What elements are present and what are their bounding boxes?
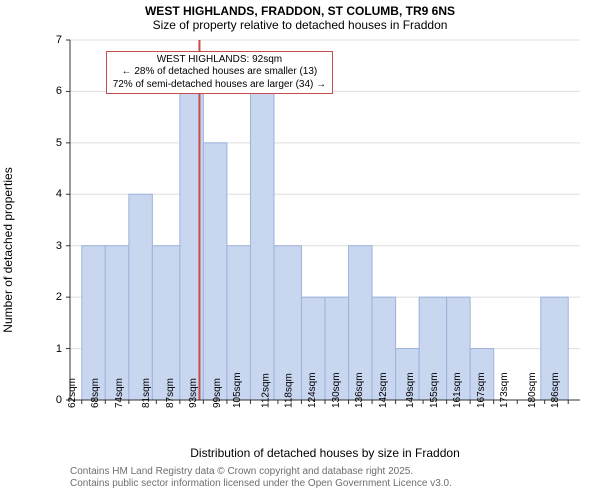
x-tick-label: 74sqm: [114, 378, 125, 408]
chart-title: WEST HIGHLANDS, FRADDON, ST COLUMB, TR9 …: [0, 4, 600, 32]
x-tick-label: 186sqm: [550, 372, 561, 408]
y-tick-label: 3: [42, 240, 62, 252]
x-tick-label: 161sqm: [452, 372, 463, 408]
x-tick-label: 180sqm: [527, 372, 538, 408]
x-tick-label: 105sqm: [233, 372, 244, 408]
annotation-box: WEST HIGHLANDS: 92sqm ← 28% of detached …: [106, 51, 333, 95]
y-tick-label: 2: [42, 291, 62, 303]
x-tick-label: 81sqm: [141, 378, 152, 408]
y-tick-label: 4: [42, 188, 62, 200]
y-tick-label: 7: [42, 34, 62, 46]
x-tick-label: 99sqm: [212, 378, 223, 408]
title-line2: Size of property relative to detached ho…: [0, 18, 600, 32]
footer-line2: Contains public sector information licen…: [70, 478, 452, 489]
x-tick-label: 136sqm: [354, 372, 365, 408]
x-tick-label: 142sqm: [378, 372, 389, 408]
annotation-line3: 72% of semi-detached houses are larger (…: [113, 79, 326, 92]
y-tick-label: 1: [42, 343, 62, 355]
footer-line1: Contains HM Land Registry data © Crown c…: [70, 466, 413, 477]
y-tick-label: 0: [42, 394, 62, 406]
x-tick-label: 149sqm: [405, 372, 416, 408]
x-tick-label: 68sqm: [90, 378, 101, 408]
x-axis-label: Distribution of detached houses by size …: [70, 446, 580, 460]
x-tick-label: 124sqm: [307, 372, 318, 408]
x-tick-label: 118sqm: [284, 373, 295, 408]
y-tick-label: 6: [42, 85, 62, 97]
x-tick-label: 130sqm: [331, 372, 342, 408]
y-tick-label: 5: [42, 137, 62, 149]
x-tick-label: 87sqm: [165, 378, 176, 408]
x-tick-label: 167sqm: [476, 372, 487, 408]
x-tick-label: 93sqm: [188, 378, 199, 408]
annotation-line1: WEST HIGHLANDS: 92sqm: [113, 54, 326, 67]
annotation-line2: ← 28% of detached houses are smaller (13…: [113, 66, 326, 79]
histogram-chart: WEST HIGHLANDS, FRADDON, ST COLUMB, TR9 …: [0, 0, 600, 500]
x-tick-label: 112sqm: [261, 373, 272, 408]
x-tick-label: 155sqm: [429, 372, 440, 408]
title-line1: WEST HIGHLANDS, FRADDON, ST COLUMB, TR9 …: [0, 4, 600, 18]
x-tick-label: 62sqm: [67, 378, 78, 408]
x-tick-label: 173sqm: [499, 372, 510, 408]
y-axis-label: Number of detached properties: [1, 167, 15, 332]
